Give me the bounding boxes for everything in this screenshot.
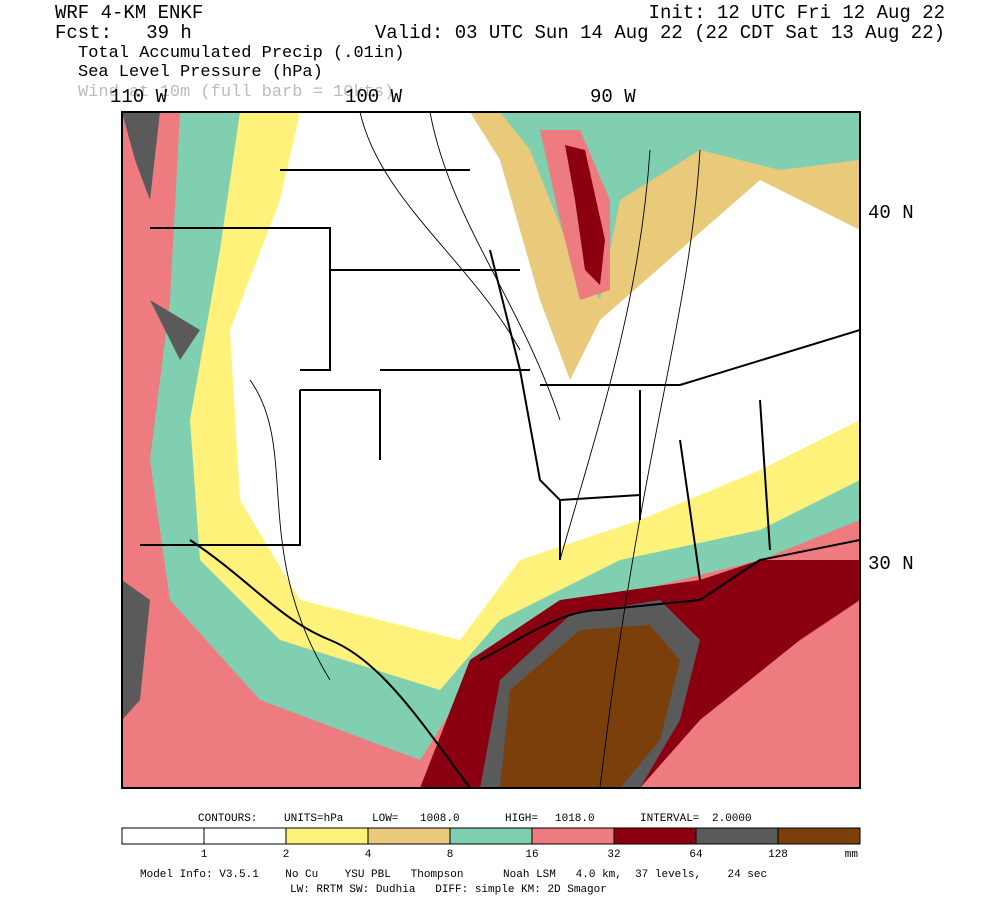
footer-line: Model Info: V3.5.1 No Cu YSU PBL Thompso… <box>140 869 767 881</box>
colorbar-box <box>367 827 451 845</box>
colorbar-label: 32 <box>607 849 620 861</box>
model-title: WRF 4-KM ENKF <box>55 2 203 24</box>
colorbar-label: 16 <box>525 849 538 861</box>
colorbar: 1 2 4 8 16 32 64 128 <box>121 827 861 861</box>
lat-label: 30 N <box>868 553 914 575</box>
colorbar-box <box>777 827 861 845</box>
colorbar-label: 8 <box>447 849 454 861</box>
contour-text: HIGH= <box>505 813 538 825</box>
map <box>121 111 861 789</box>
lon-label: 100 W <box>345 86 403 108</box>
contour-text: 2.0000 <box>712 813 752 825</box>
forecast-hour: Fcst: 39 h <box>55 22 192 44</box>
field-label: Wind at 10m (full barb = 10kts) <box>78 83 394 102</box>
contour-text: 1018.0 <box>555 813 595 825</box>
field-label: Sea Level Pressure (hPa) <box>78 63 323 82</box>
colorbar-box <box>695 827 779 845</box>
contour-info: CONTOURS: UNITS=hPa LOW= 1008.0 HIGH= 1018.0 I… <box>198 813 752 825</box>
colorbar-label: 1 <box>201 849 208 861</box>
valid-time: Valid: 03 UTC Sun 14 Aug 22 (22 CDT Sat … <box>375 22 945 44</box>
lat-label: 40 N <box>868 202 914 224</box>
colorbar-box <box>531 827 615 845</box>
contour-text: CONTOURS: <box>198 813 257 825</box>
footer-line: LW: RRTM SW: Dudhia DIFF: simple KM: 2D … <box>290 884 607 896</box>
contour-text: INTERVAL= <box>640 813 699 825</box>
colorbar-label: 64 <box>689 849 703 861</box>
lon-label: 90 W <box>590 86 636 108</box>
init-time: Init: 12 UTC Fri 12 Aug 22 <box>649 2 945 24</box>
contour-text: 1008.0 <box>420 813 460 825</box>
colorbar-unit: mm <box>845 849 859 861</box>
colorbar-box <box>613 827 697 845</box>
contour-text: UNITS=hPa <box>284 813 344 825</box>
colorbar-box <box>121 827 205 845</box>
colorbar-box <box>285 827 369 845</box>
colorbar-label: 2 <box>283 849 290 861</box>
colorbar-label: 128 <box>768 849 788 861</box>
contour-text: LOW= <box>372 813 398 825</box>
lon-label: 110 W <box>110 86 168 108</box>
field-label: Total Accumulated Precip (.01in) <box>78 44 404 63</box>
colorbar-box <box>203 827 287 845</box>
colorbar-box <box>449 827 533 845</box>
colorbar-label: 4 <box>365 849 372 861</box>
